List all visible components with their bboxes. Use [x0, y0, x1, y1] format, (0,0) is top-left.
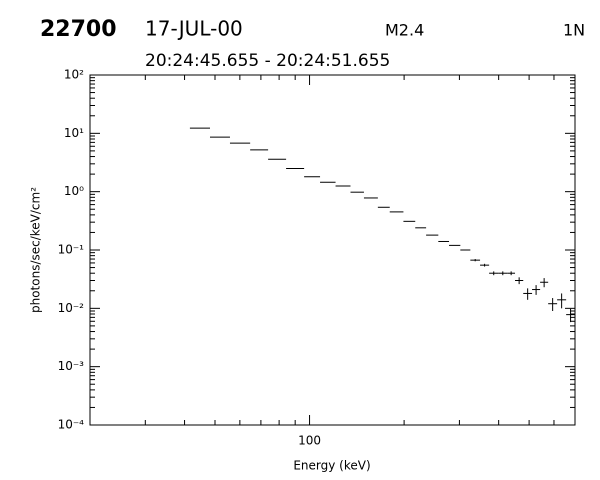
y-tick-label: 10⁰ — [64, 184, 84, 198]
optical-class: 1N — [563, 21, 585, 40]
y-tick-label: 10⁻² — [58, 301, 85, 315]
y-axis-label: photons/sec/keV/cm² — [29, 187, 43, 313]
x-axis-label: Energy (keV) — [293, 459, 370, 473]
flare-class: M2.4 — [385, 21, 424, 40]
y-tick-label: 10² — [64, 68, 84, 82]
date: 17-JUL-00 — [145, 17, 243, 41]
y-tick-label: 10¹ — [64, 126, 84, 140]
time-range: 20:24:45.655 - 20:24:51.655 — [145, 51, 390, 71]
x-tick-label: 100 — [298, 434, 321, 448]
y-tick-label: 10⁻³ — [58, 359, 85, 373]
event-number: 22700 — [40, 17, 117, 42]
y-tick-label: 10⁻¹ — [58, 243, 85, 257]
y-tick-label: 10⁻⁴ — [58, 418, 85, 432]
